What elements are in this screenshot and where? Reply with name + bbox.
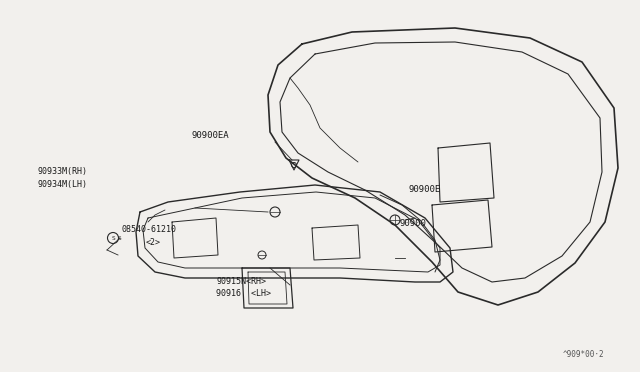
Text: <2>: <2> xyxy=(146,238,161,247)
Text: 90934M(LH): 90934M(LH) xyxy=(37,180,87,189)
Text: 08540-61210: 08540-61210 xyxy=(122,225,177,234)
Text: ^909*00·2: ^909*00·2 xyxy=(563,350,605,359)
Text: 90900: 90900 xyxy=(400,219,427,228)
Text: 90915N<RH>: 90915N<RH> xyxy=(216,277,266,286)
Text: S: S xyxy=(111,235,115,241)
Text: 90933M(RH): 90933M(RH) xyxy=(37,167,87,176)
Text: 90916  <LH>: 90916 <LH> xyxy=(216,289,271,298)
Text: 90900EA: 90900EA xyxy=(192,131,230,140)
Text: S: S xyxy=(118,235,122,241)
Text: 90900E: 90900E xyxy=(408,185,440,194)
